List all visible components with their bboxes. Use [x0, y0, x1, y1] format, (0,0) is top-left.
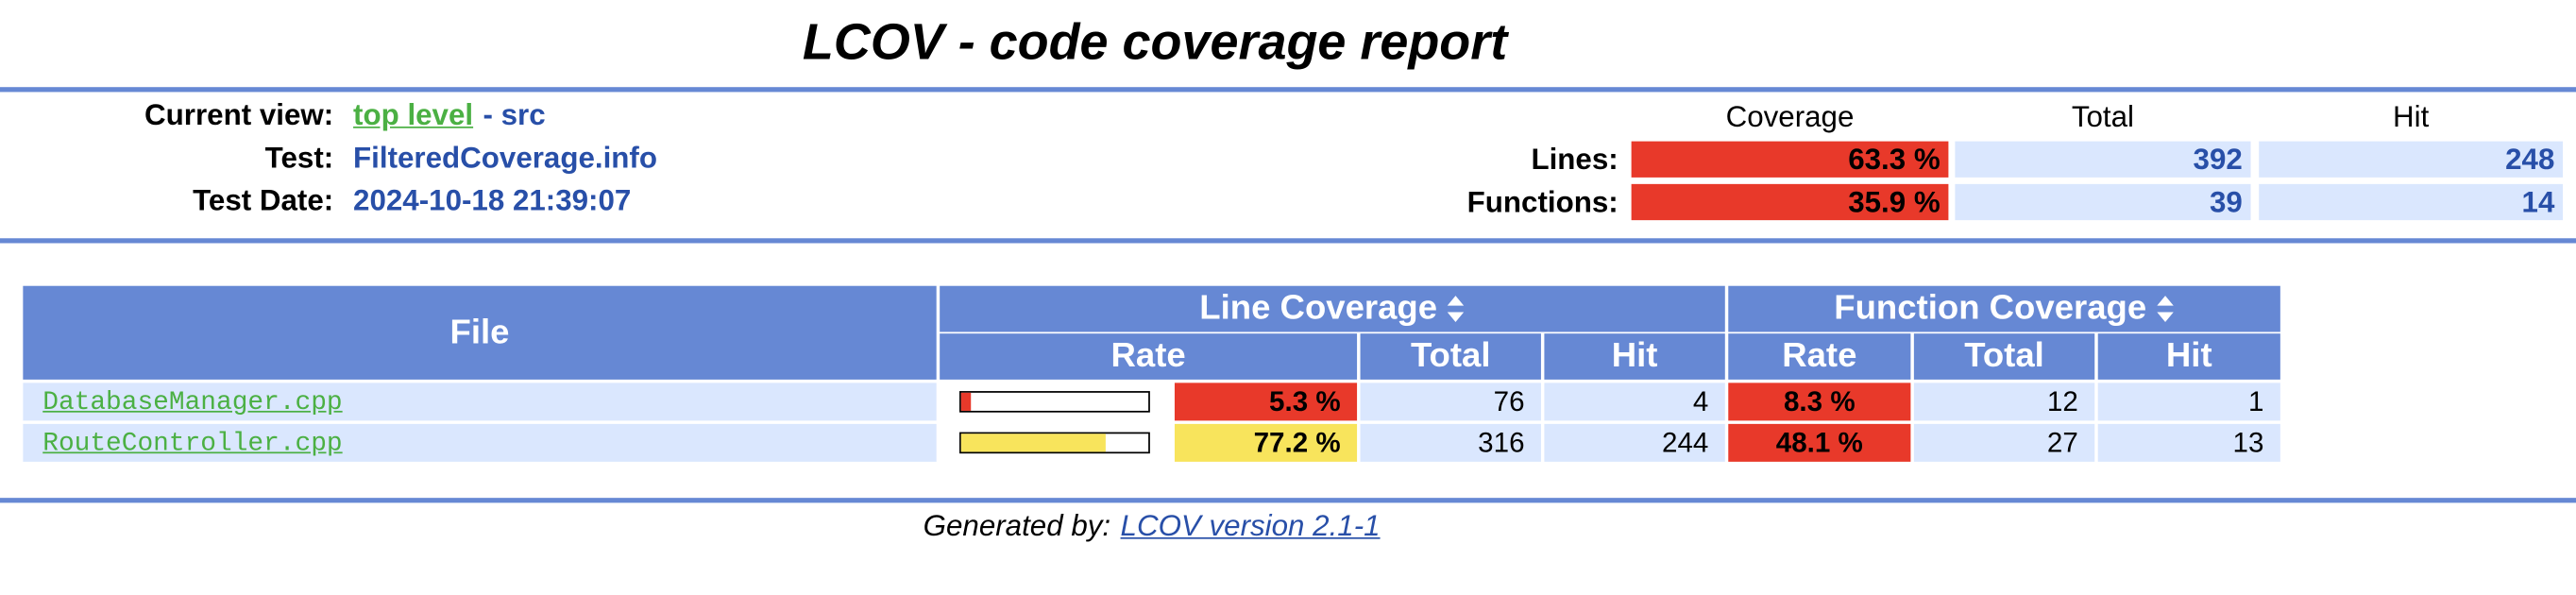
info-label: Test Date: [193, 183, 334, 217]
rate-bar [959, 432, 1150, 454]
header-file: File [23, 285, 937, 380]
line-rate: 5.3 % [1174, 382, 1358, 421]
rate-bar-cell [940, 382, 1172, 421]
summary-header: Total [2071, 100, 2135, 133]
summary-label: Functions: [1466, 185, 1618, 219]
function-rate: 8.3 % [1728, 382, 1911, 421]
function-rate: 48.1 % [1728, 423, 1911, 462]
summary-label: Lines: [1531, 143, 1618, 177]
rate-bar [959, 391, 1150, 413]
test-value: FilteredCoverage.info [353, 141, 658, 175]
sort-icon[interactable] [1446, 294, 1466, 323]
summary-coverage: 35.9 % [1631, 183, 1949, 221]
header-hit: Hit [2097, 333, 2280, 380]
rate-bar-fill [960, 434, 1106, 452]
footer-link[interactable]: LCOV version 2.1-1 [1120, 509, 1381, 543]
header-rate: Rate [940, 333, 1358, 380]
info-label: Test: [264, 141, 334, 175]
line-hit: 244 [1544, 423, 1725, 462]
header-function-coverage: Function Coverage [1728, 285, 2280, 332]
rule [0, 238, 2576, 244]
footer-label: Generated by: [923, 509, 1111, 543]
info-label: Current view: [144, 98, 334, 132]
summary-header: Hit [2393, 100, 2430, 133]
function-total: 12 [1913, 382, 2095, 421]
line-total: 76 [1360, 382, 1541, 421]
header-hit: Hit [1544, 333, 1725, 380]
summary-total: 392 [1955, 141, 2251, 178]
rate-bar-cell [940, 423, 1172, 462]
title: LCOV - code coverage report [802, 12, 1508, 71]
summary-total: 39 [1955, 183, 2251, 221]
summary-coverage: 63.3 % [1631, 141, 1949, 178]
header-rate: Rate [1728, 333, 1911, 380]
rule [0, 498, 2576, 503]
file-link[interactable]: DatabaseManager.cpp [23, 382, 937, 421]
line-hit: 4 [1544, 382, 1725, 421]
sort-icon[interactable] [2155, 294, 2175, 323]
function-total: 27 [1913, 423, 2095, 462]
function-hit: 13 [2097, 423, 2280, 462]
rule [0, 87, 2576, 93]
rate-bar-fill [960, 392, 972, 411]
summary-hit: 248 [2259, 141, 2564, 178]
line-total: 316 [1360, 423, 1541, 462]
function-hit: 1 [2097, 382, 2280, 421]
line-rate: 77.2 % [1174, 423, 1358, 462]
summary-hit: 14 [2259, 183, 2564, 221]
link-top-level[interactable]: top level [353, 98, 474, 132]
header-line-coverage: Line Coverage [940, 285, 1725, 332]
file-link[interactable]: RouteController.cpp [23, 423, 937, 462]
test-date-value: 2024-10-18 21:39:07 [353, 183, 632, 217]
header-total: Total [1360, 333, 1541, 380]
view-path: - src [483, 98, 546, 132]
summary-header: Coverage [1725, 100, 1855, 133]
header-total: Total [1913, 333, 2095, 380]
